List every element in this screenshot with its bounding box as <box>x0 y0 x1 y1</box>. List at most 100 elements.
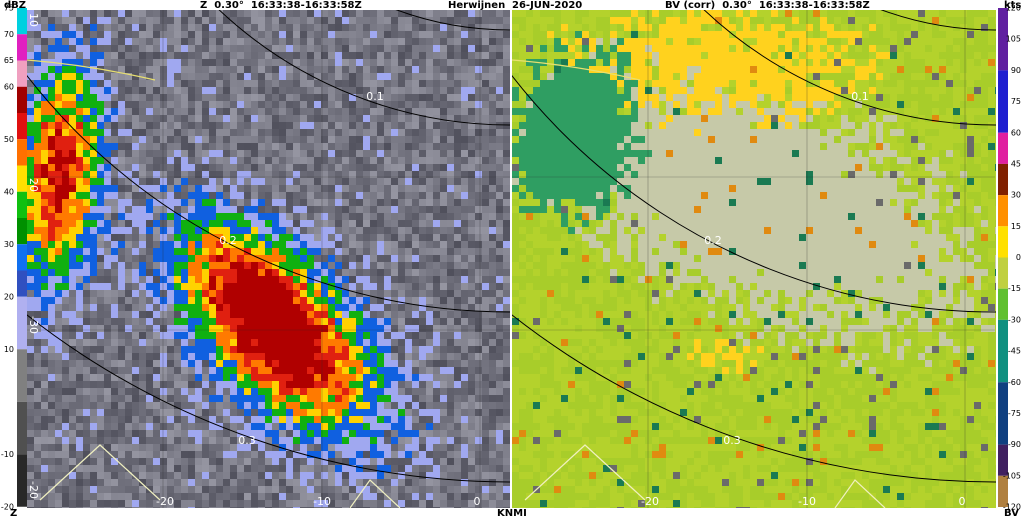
radar-cell <box>363 66 370 73</box>
radar-cell <box>230 59 237 66</box>
radar-cell <box>293 486 300 493</box>
radar-cell <box>188 31 195 38</box>
radar-cell <box>447 164 454 171</box>
radar-cell <box>356 129 363 136</box>
radar-cell <box>314 101 321 108</box>
radar-cell <box>160 360 167 367</box>
radar-cell <box>160 339 167 346</box>
radar-cell <box>153 10 160 17</box>
radar-cell <box>335 325 342 332</box>
radar-cell <box>300 206 307 213</box>
radar-cell <box>223 108 230 115</box>
radar-cell <box>258 150 265 157</box>
radar-cell <box>440 269 447 276</box>
radar-cell <box>447 395 454 402</box>
radar-cell <box>489 493 496 500</box>
radar-cell <box>349 129 356 136</box>
radar-cell <box>160 444 167 451</box>
radar-cell <box>83 290 90 297</box>
radar-cell <box>272 409 279 416</box>
radar-cell <box>447 416 454 423</box>
radar-cell <box>209 171 216 178</box>
radar-cell <box>181 283 188 290</box>
radar-cell <box>83 206 90 213</box>
radar-cell <box>146 171 153 178</box>
radar-cell <box>370 199 377 206</box>
radar-cell <box>167 122 174 129</box>
radar-cell <box>503 122 510 129</box>
radar-cell <box>132 283 139 290</box>
radar-cell <box>111 150 118 157</box>
radar-cell <box>279 31 286 38</box>
radar-cell <box>41 17 48 24</box>
radar-cell <box>34 24 41 31</box>
radar-cell <box>83 248 90 255</box>
radar-cell <box>69 143 76 150</box>
radar-cell <box>76 311 83 318</box>
radar-cell <box>370 465 377 472</box>
radar-cell <box>216 507 223 508</box>
radar-cell <box>335 206 342 213</box>
radar-cell <box>475 311 482 318</box>
radar-cell <box>244 213 251 220</box>
radar-cell <box>475 73 482 80</box>
radar-cell <box>237 122 244 129</box>
radar-cell <box>426 486 433 493</box>
radar-cell <box>202 115 209 122</box>
radar-cell <box>342 52 349 59</box>
radar-cell <box>307 493 314 500</box>
radar-cell <box>342 346 349 353</box>
radar-cell <box>265 353 272 360</box>
radar-cell <box>300 192 307 199</box>
radar-cell <box>230 437 237 444</box>
radar-cell <box>111 185 118 192</box>
radar-cell <box>363 290 370 297</box>
radar-cell <box>69 472 76 479</box>
radar-cell <box>293 416 300 423</box>
radar-cell <box>244 136 251 143</box>
radar-cell <box>426 269 433 276</box>
radar-cell <box>265 360 272 367</box>
radar-cell <box>391 332 398 339</box>
radar-cell <box>76 451 83 458</box>
radar-cell <box>363 17 370 24</box>
radar-cell <box>55 283 62 290</box>
radar-cell <box>90 472 97 479</box>
radar-cell <box>258 416 265 423</box>
radar-cell <box>125 52 132 59</box>
radar-cell <box>440 416 447 423</box>
radar-cell <box>132 311 139 318</box>
radar-cell <box>160 402 167 409</box>
radar-cell <box>76 332 83 339</box>
radar-cell <box>419 500 426 507</box>
radar-cell <box>153 374 160 381</box>
radar-cell <box>174 66 181 73</box>
radar-cell <box>398 136 405 143</box>
radar-cell <box>132 276 139 283</box>
radar-cell <box>97 325 104 332</box>
radar-cell <box>48 80 55 87</box>
radar-cell <box>405 423 412 430</box>
radar-cell <box>174 94 181 101</box>
radar-cell <box>377 87 384 94</box>
radar-cell <box>132 122 139 129</box>
radar-cell <box>272 234 279 241</box>
radar-cell <box>454 304 461 311</box>
radar-cell <box>398 24 405 31</box>
radar-cell <box>125 136 132 143</box>
radar-cell <box>34 423 41 430</box>
radar-cell <box>342 94 349 101</box>
radar-cell <box>349 269 356 276</box>
radar-cell <box>370 374 377 381</box>
radar-cell <box>118 248 125 255</box>
radar-cell <box>251 59 258 66</box>
radar-cell <box>111 325 118 332</box>
radar-cell <box>216 395 223 402</box>
radar-cell <box>286 381 293 388</box>
radar-cell <box>419 472 426 479</box>
radar-cell <box>153 234 160 241</box>
radar-cell <box>76 115 83 122</box>
radar-cell <box>202 395 209 402</box>
radar-cell <box>398 451 405 458</box>
radar-cell <box>279 381 286 388</box>
